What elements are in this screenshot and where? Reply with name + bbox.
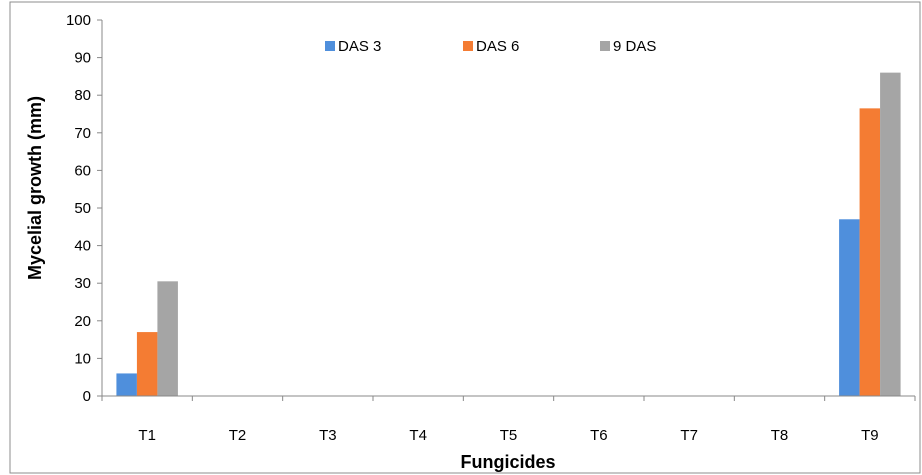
bar-t9-9-das	[880, 72, 901, 396]
x-tick-label-t5: T5	[500, 427, 518, 444]
x-axis-ticks: T1 T2 T3 T4 T5 T6 T7 T8 T9	[101, 396, 916, 444]
x-tick-label-t3: T3	[319, 427, 337, 444]
x-tick-label-t6: T6	[590, 427, 608, 444]
bar-t1-9-das	[157, 281, 178, 396]
x-tick-label-t1: T1	[138, 427, 156, 444]
legend-label-das-3: DAS 3	[338, 38, 381, 55]
y-axis-label: Mycelial growth (mm)	[25, 96, 45, 280]
y-tick-label: 80	[74, 87, 91, 104]
y-tick-label: 0	[83, 388, 91, 405]
legend-label-das-6: DAS 6	[476, 38, 519, 55]
legend-swatch-9-das	[600, 41, 610, 51]
bar-t1-das-6	[136, 332, 158, 396]
bars	[116, 72, 901, 397]
x-tick-label-t8: T8	[771, 427, 789, 444]
legend-label-9-das: 9 DAS	[613, 38, 656, 55]
y-tick-label: 90	[74, 50, 91, 67]
legend-swatch-das-6	[463, 41, 473, 51]
y-tick-label: 60	[74, 162, 91, 179]
y-tick-label: 10	[74, 350, 91, 367]
x-tick-label-t2: T2	[229, 427, 247, 444]
legend: DAS 3 DAS 6 9 DAS	[325, 38, 656, 55]
chart-border	[9, 1, 921, 474]
x-tick-label-t7: T7	[680, 427, 698, 444]
y-axis-ticks: 0 10 20 30 40 50 60 70 80 90 100	[66, 12, 102, 405]
x-axis-label: Fungicides	[460, 452, 555, 472]
y-tick-label: 100	[66, 12, 91, 29]
x-tick-label-t4: T4	[409, 427, 427, 444]
y-tick-label: 50	[74, 200, 91, 217]
bar-t1-das-3	[116, 373, 137, 396]
y-tick-label: 30	[74, 275, 91, 292]
bar-t9-das-6	[859, 108, 881, 397]
bar-t9-das-3	[839, 219, 860, 396]
x-tick-label-t9: T9	[861, 427, 879, 444]
y-tick-label: 70	[74, 125, 91, 142]
y-tick-label: 40	[74, 238, 91, 255]
legend-swatch-das-3	[325, 41, 335, 51]
y-tick-label: 20	[74, 313, 91, 330]
